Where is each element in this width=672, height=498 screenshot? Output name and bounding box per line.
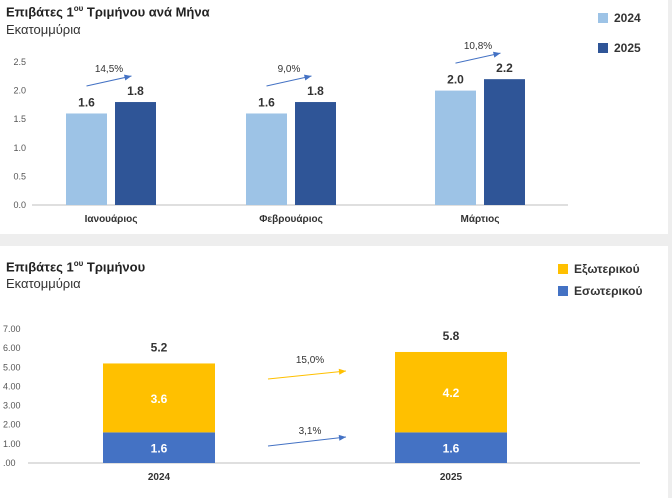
bar-value-label: 1.6	[258, 95, 275, 109]
bar-segment	[103, 432, 215, 463]
segment-value-label: 4.2	[443, 386, 460, 400]
growth-arrow-line	[267, 370, 347, 380]
bar-value-label: 1.8	[307, 84, 324, 98]
x-tick-label: Ιανουάριος	[85, 214, 138, 225]
legend-swatch	[598, 13, 608, 23]
chart-subtitle: Εκατομμύρια	[6, 22, 81, 37]
growth-arrow-head	[304, 74, 312, 81]
growth-label: 10,8%	[464, 41, 492, 52]
legend-label: Εσωτερικού	[574, 284, 643, 298]
y-tick-label: 3.00	[3, 401, 21, 411]
y-tick-label: 2.0	[13, 86, 26, 96]
legend-item-2025: 2025	[598, 38, 641, 58]
growth-label: 14,5%	[95, 64, 123, 75]
chart-subtitle: Εκατομμύρια	[6, 276, 81, 291]
total-value-label: 5.2	[151, 340, 168, 354]
chart-title: Επιβάτες 1ου Τριμήνου	[6, 259, 146, 275]
growth-arrow-line	[267, 436, 347, 447]
y-tick-label: 4.00	[3, 381, 21, 391]
growth-label: 3,1%	[299, 426, 322, 437]
total-value-label: 5.8	[443, 329, 460, 343]
y-tick-label: 2.5	[13, 57, 26, 67]
monthly-bar-chart: 0.0 0.5 1.0 1.5 2.0 2.5 Ιανουάριος 1.6 1.8 14,5% Φ…	[13, 41, 568, 225]
y-tick-label: 2.00	[3, 420, 21, 430]
growth-arrow-line	[266, 75, 312, 87]
legend-label: 2024	[614, 11, 641, 25]
legend-swatch	[558, 286, 568, 296]
x-tick-label: Φεβρουάριος	[259, 214, 323, 225]
segment-value-label: 1.6	[151, 442, 168, 456]
chart-title: Επιβάτες 1ου Τριμήνου ανά Μήνα	[6, 4, 210, 20]
legend-item-domestic: Εσωτερικού	[558, 281, 642, 301]
chart-legend: Εξωτερικού Εσωτερικού	[558, 259, 642, 301]
x-tick-label: Μάρτιος	[461, 214, 500, 225]
x-tick-label: 2024	[148, 472, 171, 483]
y-tick-label: 1.5	[13, 114, 26, 124]
y-tick-label: 1.0	[13, 143, 26, 153]
bar	[435, 90, 476, 205]
bar-segment	[103, 363, 215, 433]
bar-segment	[395, 351, 507, 433]
legend-swatch	[558, 264, 568, 274]
bar-segment	[395, 432, 507, 463]
segment-value-label: 1.6	[443, 442, 460, 456]
growth-arrow-head	[338, 434, 346, 441]
bar-value-label: 2.2	[496, 61, 513, 75]
y-tick-label: 6.00	[3, 343, 21, 353]
bar-value-label: 2.0	[447, 73, 464, 87]
legend-item-2024: 2024	[598, 8, 641, 28]
chart-legend: 2024 2025	[598, 8, 641, 58]
y-tick-label: .00	[3, 458, 16, 468]
growth-arrow-line	[86, 75, 132, 87]
growth-arrow-head	[124, 74, 132, 81]
legend-label: Εξωτερικού	[574, 262, 640, 276]
bar	[115, 102, 156, 205]
y-tick-label: 5.00	[3, 362, 21, 372]
y-tick-label: 0.5	[13, 171, 26, 181]
legend-item-foreign: Εξωτερικού	[558, 259, 642, 279]
y-tick-label: 0.0	[13, 200, 26, 210]
bar	[246, 113, 287, 205]
bar-value-label: 1.8	[127, 84, 144, 98]
growth-label: 15,0%	[296, 355, 324, 366]
growth-arrow-head	[338, 368, 346, 375]
bar-value-label: 1.6	[78, 95, 95, 109]
x-tick-label: 2025	[440, 472, 463, 483]
segment-value-label: 3.6	[151, 392, 168, 406]
y-tick-label: 1.00	[3, 439, 21, 449]
quarter-chart-panel: Επιβάτες 1ου Τριμήνου Εκατομμύρια Εξωτερ…	[0, 246, 668, 498]
bar	[295, 102, 336, 205]
growth-arrow-line	[455, 52, 501, 64]
bar	[484, 79, 525, 205]
bar	[66, 113, 107, 205]
monthly-chart-panel: Επιβάτες 1ου Τριμήνου ανά Μήνα Εκατομμύρ…	[0, 0, 668, 234]
y-tick-label: 7.00	[3, 324, 21, 334]
quarter-stacked-chart: .00 1.00 2.00 3.00 4.00 5.00 6.00 7.00 1.6 3.6 5.2…	[3, 324, 640, 483]
growth-arrow-head	[493, 51, 501, 58]
legend-label: 2025	[614, 41, 641, 55]
legend-swatch	[598, 43, 608, 53]
growth-label: 9,0%	[278, 64, 301, 75]
